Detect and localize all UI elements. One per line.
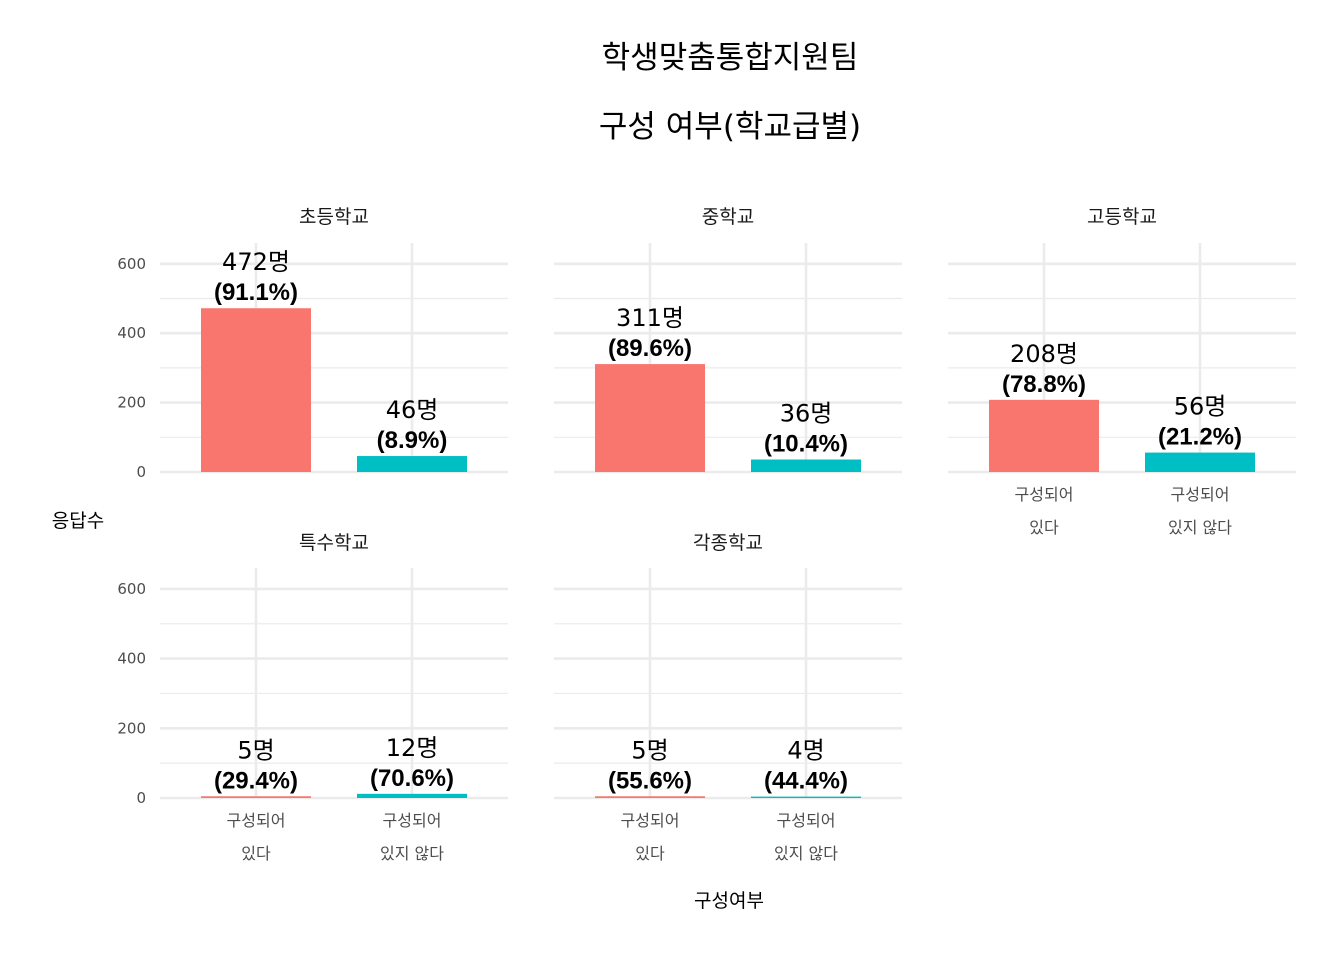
x-tick-label: 있지 않다 [380,844,444,863]
facet-5-bar-1 [595,796,705,798]
y-tick-label: 200 [117,719,146,737]
bar-count-label: 208명 [1010,340,1078,368]
bar-percent-label: (29.4%) [214,767,298,794]
x-tick-label: 있다 [635,844,665,863]
facet-1-panel: 초등학교 0 200 400 600 (91.1%) 472명 (8.9%) 46명 [117,206,508,481]
facet-4-bar-2 [357,793,467,798]
bar-count-label: 472명 [222,248,290,276]
bar-count-label: 36명 [780,400,833,428]
y-tick-label: 600 [117,255,146,273]
bar-count-label: 46명 [386,396,439,424]
x-tick-label: 구성되어 [227,811,286,830]
bar-count-label: 5명 [631,736,668,764]
x-axis-title: 구성여부 [694,890,764,912]
facet-5-strip-label: 각종학교 [693,532,763,554]
bar-count-label: 4명 [787,737,824,765]
y-tick-label: 400 [117,650,146,668]
y-tick-label: 0 [136,789,146,807]
bar-percent-label: (78.8%) [1002,371,1086,398]
chart-title-line-1: 학생맞춤통합지원팀 [602,40,859,76]
bar-percent-label: (44.4%) [764,768,848,795]
chart-title-line-2: 구성 여부(학교급별) [599,109,861,145]
y-tick-label: 200 [117,394,146,412]
facet-1-strip-label: 초등학교 [299,206,369,228]
x-tick-label: 구성되어 [1171,485,1230,504]
x-tick-label: 있다 [1029,518,1059,537]
facet-2-bar-2 [751,459,861,472]
facet-2-panel: 중학교 (89.6%) 311명 (10.4%) 36명 [554,206,902,474]
bar-percent-label: (55.6%) [608,767,692,794]
facet-4-strip-label: 특수학교 [299,532,369,554]
y-tick-label: 400 [117,324,146,342]
bar-percent-label: (8.9%) [377,427,448,454]
bar-percent-label: (89.6%) [608,335,692,362]
facet-1-bar-1 [201,308,311,472]
facet-5-bar-2 [751,796,861,798]
x-tick-label: 구성되어 [621,811,680,830]
bar-percent-label: (10.4%) [764,431,848,458]
bar-percent-label: (91.1%) [214,279,298,306]
bar-count-label: 56명 [1174,393,1227,421]
y-axis-title: 응답수 [52,510,104,532]
x-tick-label: 구성되어 [383,811,442,830]
facet-3-strip-label: 고등학교 [1087,206,1157,228]
x-tick-label: 있다 [241,844,271,863]
facet-3-bar-2 [1145,452,1255,472]
facet-4-bar-1 [201,796,311,798]
y-tick-label: 0 [136,463,146,481]
x-tick-label: 구성되어 [777,811,836,830]
bar-percent-label: (21.2%) [1158,424,1242,451]
x-tick-label: 있지 않다 [1168,518,1232,537]
x-tick-label: 구성되어 [1015,485,1074,504]
bar-count-label: 12명 [386,734,439,762]
facet-2-bar-1 [595,364,705,472]
bar-count-label: 311명 [616,304,684,332]
facet-3-bar-1 [989,399,1099,472]
facet-1-bar-2 [357,456,467,472]
bar-count-label: 5명 [237,736,274,764]
facet-panels: 초등학교 0 200 400 600 (91.1%) 472명 (8.9%) 46명 중학교 (89… [117,206,1296,863]
bar-percent-label: (70.6%) [370,765,454,792]
x-tick-label: 있지 않다 [774,844,838,863]
facet-2-strip-label: 중학교 [702,206,754,228]
y-tick-label: 600 [117,580,146,598]
